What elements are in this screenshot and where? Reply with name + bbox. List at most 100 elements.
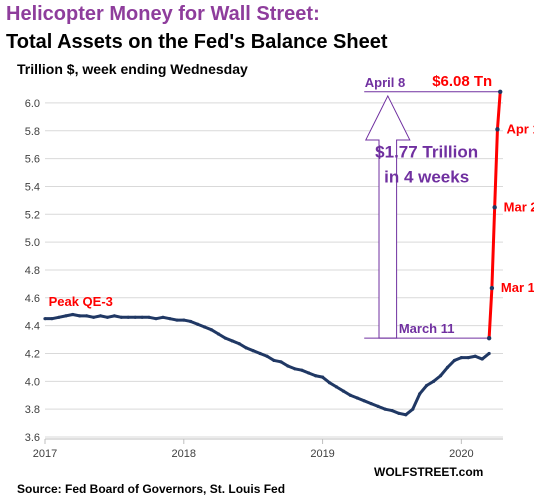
data-point xyxy=(369,401,373,406)
data-point xyxy=(473,354,477,358)
data-point xyxy=(43,317,47,321)
data-point xyxy=(300,368,304,372)
data-point xyxy=(223,336,228,340)
data-point xyxy=(314,374,318,378)
increase-arrow xyxy=(364,91,501,339)
data-point xyxy=(438,374,443,378)
data-point xyxy=(168,317,172,321)
annotation-label: $6.08 Tn xyxy=(432,73,492,90)
y-tick-label: 3.8 xyxy=(25,404,40,416)
data-point xyxy=(140,315,144,319)
x-tick-label: 2018 xyxy=(172,448,196,460)
data-point xyxy=(480,357,484,361)
data-point xyxy=(196,322,200,326)
annotation-label: $1.77 Trillion xyxy=(375,143,478,162)
brand-watermark: WOLFSTREET.com xyxy=(374,465,484,479)
annotation-label: Mar 25 xyxy=(504,199,534,214)
data-point-surge xyxy=(498,89,503,94)
y-tick-label: 5.2 xyxy=(25,209,40,221)
data-point xyxy=(348,393,352,397)
data-point xyxy=(91,315,96,319)
chart-title: Helicopter Money for Wall Street: xyxy=(6,3,320,25)
data-point xyxy=(286,364,290,368)
data-point xyxy=(320,375,325,379)
data-point xyxy=(189,319,193,324)
data-point xyxy=(119,315,123,319)
data-point xyxy=(390,408,394,413)
data-point xyxy=(161,315,165,319)
annotations: Peak QE-3 $6.08 Tn April 8 March 11 Mar 18 Ma… xyxy=(49,73,534,336)
chart-subtitle: Total Assets on the Fed's Balance Sheet xyxy=(6,31,388,53)
data-point xyxy=(78,314,82,318)
grid-lines xyxy=(45,102,503,438)
data-point-surge xyxy=(495,127,500,132)
data-point xyxy=(98,314,103,318)
data-point xyxy=(203,325,207,329)
y-tick-label: 5.8 xyxy=(25,126,40,138)
data-point xyxy=(64,314,68,318)
annotation-label: in 4 weeks xyxy=(384,168,469,187)
data-point xyxy=(230,339,234,343)
data-point xyxy=(251,349,255,353)
data-point xyxy=(133,315,137,319)
y-axis-ticks: 3.6 3.8 4.0 4.2 4.4 4.6 4.8 5.0 5.2 5.4 5.6 5.8 6.0 xyxy=(25,98,40,444)
data-point xyxy=(126,315,130,319)
data-point xyxy=(71,312,75,317)
data-point xyxy=(244,346,248,350)
data-point xyxy=(383,407,387,411)
y-tick-label: 5.4 xyxy=(25,181,40,193)
series-lines xyxy=(45,91,502,417)
y-tick-label: 4.6 xyxy=(25,293,40,305)
annotation-label: Mar 18 xyxy=(501,280,534,295)
data-point-surge xyxy=(486,335,492,341)
annotation-label: March 11 xyxy=(399,321,455,336)
data-point xyxy=(307,371,311,375)
data-point xyxy=(237,342,241,346)
data-point xyxy=(404,413,408,417)
data-point xyxy=(327,381,332,385)
data-point xyxy=(445,365,450,369)
data-point xyxy=(341,389,345,393)
series-markers xyxy=(43,89,503,417)
data-point xyxy=(258,351,262,356)
annotation-label: April 8 xyxy=(365,75,405,90)
data-point-surge xyxy=(492,205,497,210)
y-tick-label: 5.0 xyxy=(25,237,40,249)
data-point xyxy=(487,351,491,356)
data-point xyxy=(50,317,54,321)
y-tick-label: 3.6 xyxy=(25,432,40,444)
x-tick-label: 2019 xyxy=(310,448,334,460)
data-point xyxy=(411,407,415,411)
data-point xyxy=(147,315,151,319)
data-point xyxy=(418,392,422,396)
y-tick-label: 4.4 xyxy=(25,321,40,333)
data-point xyxy=(209,328,214,332)
data-point xyxy=(175,318,179,322)
data-point xyxy=(355,396,359,400)
data-point xyxy=(279,360,283,364)
source-note: Source: Fed Board of Governors, St. Loui… xyxy=(17,482,286,496)
x-axis-ticks: 2017 2018 2019 2020 xyxy=(33,438,503,460)
data-point xyxy=(57,315,61,319)
data-point xyxy=(397,411,401,415)
data-point xyxy=(272,358,276,363)
data-point xyxy=(452,358,457,363)
annotation-label: Apr 1 xyxy=(506,121,534,136)
data-point xyxy=(105,315,110,319)
data-point xyxy=(182,318,186,322)
data-point xyxy=(376,404,380,408)
data-point xyxy=(85,314,89,318)
y-axis-unit-label: Trillion $, week ending Wednesday xyxy=(17,61,248,77)
y-tick-label: 5.6 xyxy=(25,154,40,166)
x-tick-label: 2020 xyxy=(449,448,473,460)
arrow-shape xyxy=(364,94,411,339)
data-point xyxy=(362,399,366,403)
y-tick-label: 4.2 xyxy=(25,348,40,360)
annotation-label: Peak QE-3 xyxy=(49,294,113,309)
data-point xyxy=(334,385,339,389)
data-point xyxy=(459,356,463,360)
y-tick-label: 4.8 xyxy=(25,265,40,277)
x-tick-label: 2017 xyxy=(33,448,57,460)
data-point xyxy=(154,317,158,321)
